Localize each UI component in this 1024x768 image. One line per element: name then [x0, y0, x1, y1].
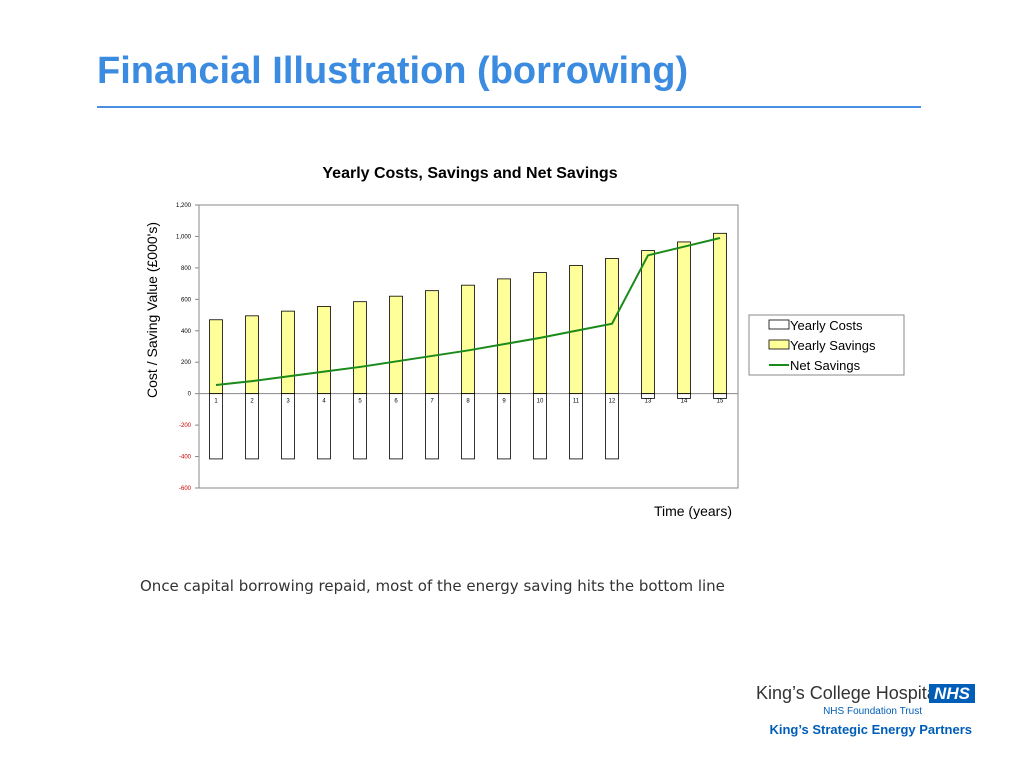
x-tick-label: 1: [214, 399, 218, 405]
x-tick-label: 5: [358, 399, 362, 405]
yearly-savings-bar: [605, 258, 619, 395]
yearly-savings-bar: [281, 310, 295, 395]
logo-trust-name: NHS Foundation Trust: [823, 706, 922, 717]
legend-label: Yearly Savings: [790, 338, 876, 353]
title-divider: [97, 106, 921, 108]
yearly-costs-bar: [605, 393, 619, 460]
x-tick-label: 4: [322, 399, 326, 405]
yearly-costs-bar: [677, 393, 691, 399]
x-tick-label: 8: [466, 399, 470, 405]
y-tick-label: 0: [188, 392, 192, 398]
yearly-savings-bar: [713, 232, 727, 395]
yearly-costs-bar: [209, 393, 223, 460]
y-tick-label: -600: [179, 486, 192, 492]
yearly-costs-bar: [713, 393, 727, 399]
slide-caption: Once capital borrowing repaid, most of t…: [140, 577, 725, 595]
yearly-costs-bar: [353, 393, 367, 460]
net-savings-line: [215, 237, 721, 387]
nhs-badge: NHS: [929, 684, 975, 703]
yearly-savings-bar: [641, 250, 655, 395]
yearly-costs-bar: [317, 393, 331, 460]
x-tick-label: 14: [681, 399, 688, 405]
legend-label: Yearly Costs: [790, 318, 863, 333]
yearly-costs-bar: [641, 393, 655, 399]
y-tick-label: -200: [179, 423, 192, 429]
x-axis: 1 2 3 4 5 6 7 8 9 10 11 12 13 14 15: [214, 399, 724, 405]
x-tick-label: 10: [537, 399, 544, 405]
legend-label: Net Savings: [790, 358, 861, 373]
yearly-costs-bar: [569, 393, 583, 460]
y-tick-label: 600: [181, 297, 192, 303]
yearly-costs-bar: [461, 393, 475, 460]
y-tick-label: 1,200: [176, 203, 192, 209]
x-tick-label: 13: [645, 399, 652, 405]
yearly-savings-bar: [425, 290, 439, 395]
yearly-costs-bar: [281, 393, 295, 460]
hospital-logo: King’s College Hospital NHS NHS Foundati…: [756, 682, 978, 742]
bars: [209, 232, 727, 460]
slide-title: Financial Illustration (borrowing): [97, 50, 689, 92]
x-tick-label: 9: [502, 399, 506, 405]
x-tick-label: 7: [430, 399, 434, 405]
yearly-costs-bar: [389, 393, 403, 460]
yearly-savings-bar: [497, 278, 511, 395]
yearly-costs-bar: [497, 393, 511, 460]
legend-swatch: [768, 319, 790, 330]
y-tick-label: 400: [181, 329, 192, 335]
x-tick-label: 6: [394, 399, 398, 405]
yearly-costs-bar: [425, 393, 439, 460]
yearly-costs-bar: [245, 393, 259, 460]
x-tick-label: 3: [286, 399, 290, 405]
x-tick-label: 2: [250, 399, 254, 405]
yearly-savings-bar: [461, 284, 475, 395]
yearly-savings-bar: [209, 319, 223, 395]
yearly-costs-bar: [533, 393, 547, 460]
net-savings-line-group: [215, 237, 721, 387]
x-tick-label: 15: [717, 399, 724, 405]
legend-swatch: [768, 339, 790, 350]
y-axis-label: Cost / Saving Value (£000's): [144, 222, 160, 398]
chart: Yearly Costs, Savings and Net Savings -6…: [144, 165, 905, 519]
yearly-savings-bar: [677, 241, 691, 395]
yearly-savings-bar: [389, 295, 403, 395]
x-tick-label: 11: [573, 399, 580, 405]
chart-title: Yearly Costs, Savings and Net Savings: [322, 165, 617, 182]
y-tick-label: 800: [181, 266, 192, 272]
legend: Yearly Costs Yearly Savings Net Savings: [748, 314, 905, 376]
logo-hospital-name: King’s College Hospital: [756, 683, 941, 703]
y-tick-label: 200: [181, 360, 192, 366]
y-tick-label: 1,000: [176, 234, 192, 240]
y-tick-label: -400: [179, 455, 192, 461]
yearly-savings-bar: [317, 306, 331, 395]
x-axis-label: Time (years): [654, 503, 732, 519]
x-tick-label: 12: [609, 399, 616, 405]
yearly-savings-bar: [533, 272, 547, 395]
yearly-savings-bar: [353, 301, 367, 395]
partners-label: King’s Strategic Energy Partners: [769, 722, 972, 737]
